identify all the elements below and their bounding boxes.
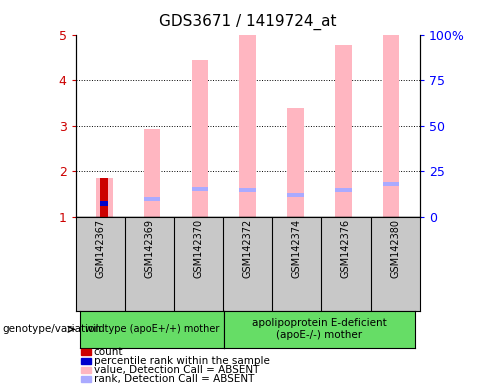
Bar [239, 188, 256, 192]
Text: GSM142380: GSM142380 [390, 219, 400, 278]
Bar [383, 182, 399, 186]
Text: apolipoprotein E-deficient
(apoE-/-) mother: apolipoprotein E-deficient (apoE-/-) mot… [252, 318, 386, 340]
Bar [100, 201, 108, 205]
Title: GDS3671 / 1419724_at: GDS3671 / 1419724_at [159, 14, 336, 30]
Text: percentile rank within the sample: percentile rank within the sample [94, 356, 269, 366]
Text: GSM142370: GSM142370 [194, 219, 203, 278]
Text: rank, Detection Call = ABSENT: rank, Detection Call = ABSENT [94, 374, 254, 384]
Text: GSM142374: GSM142374 [292, 219, 302, 278]
Bar [335, 45, 351, 217]
Text: GSM142372: GSM142372 [243, 219, 253, 278]
Bar [191, 60, 208, 217]
Text: genotype/variation: genotype/variation [2, 324, 102, 334]
Text: value, Detection Call = ABSENT: value, Detection Call = ABSENT [94, 365, 259, 375]
Bar [287, 193, 304, 197]
Bar [239, 35, 256, 217]
Bar [144, 197, 161, 201]
Text: count: count [94, 347, 123, 358]
Bar [144, 129, 161, 217]
Bar [100, 178, 108, 217]
Text: GSM142369: GSM142369 [144, 219, 154, 278]
Text: GSM142376: GSM142376 [341, 219, 351, 278]
Bar [335, 188, 351, 192]
Text: wildtype (apoE+/+) mother: wildtype (apoE+/+) mother [85, 324, 219, 334]
Text: GSM142367: GSM142367 [95, 219, 105, 278]
Bar [96, 178, 113, 217]
Bar [287, 108, 304, 217]
Bar [191, 187, 208, 190]
Bar [383, 35, 399, 217]
